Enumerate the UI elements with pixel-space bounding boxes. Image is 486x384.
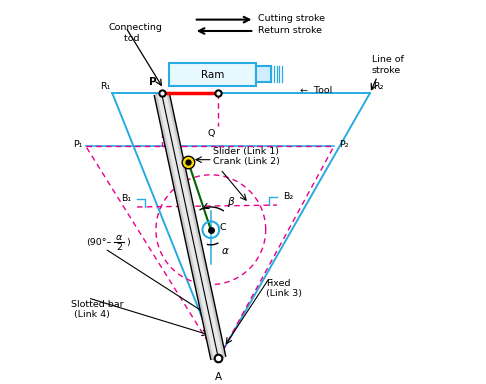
Text: R₂: R₂ [374, 82, 384, 91]
Text: B: B [172, 147, 179, 157]
Text: C: C [219, 223, 226, 232]
FancyBboxPatch shape [169, 63, 256, 86]
Text: P₁: P₁ [72, 140, 82, 149]
Text: R₁: R₁ [100, 82, 110, 91]
Text: ): ) [126, 238, 130, 247]
Text: Line of
stroke: Line of stroke [372, 55, 403, 74]
Text: Ram: Ram [201, 70, 225, 79]
Text: β: β [227, 197, 233, 207]
Text: Slider (Link 1): Slider (Link 1) [213, 147, 278, 156]
Text: Cutting stroke: Cutting stroke [258, 14, 325, 23]
Text: Fixed
(Link 3): Fixed (Link 3) [266, 279, 302, 298]
Text: B₂: B₂ [283, 192, 293, 201]
FancyBboxPatch shape [256, 66, 271, 83]
Text: Slotted bar
 (Link 4): Slotted bar (Link 4) [71, 300, 123, 319]
Text: 2: 2 [116, 243, 122, 252]
Text: α: α [222, 245, 229, 255]
Text: ←  Tool: ← Tool [300, 86, 332, 95]
Text: A: A [215, 372, 222, 382]
Text: Return stroke: Return stroke [258, 26, 322, 35]
Text: R: R [222, 77, 229, 87]
Text: Connecting
     tod: Connecting tod [109, 23, 162, 43]
Text: P: P [150, 77, 157, 87]
Text: P₂: P₂ [340, 140, 349, 149]
Text: B₁: B₁ [121, 194, 131, 203]
Text: Crank (Link 2): Crank (Link 2) [213, 157, 279, 166]
Text: α: α [116, 233, 122, 242]
Text: (90°–: (90°– [86, 238, 111, 247]
Text: Q: Q [207, 129, 215, 138]
